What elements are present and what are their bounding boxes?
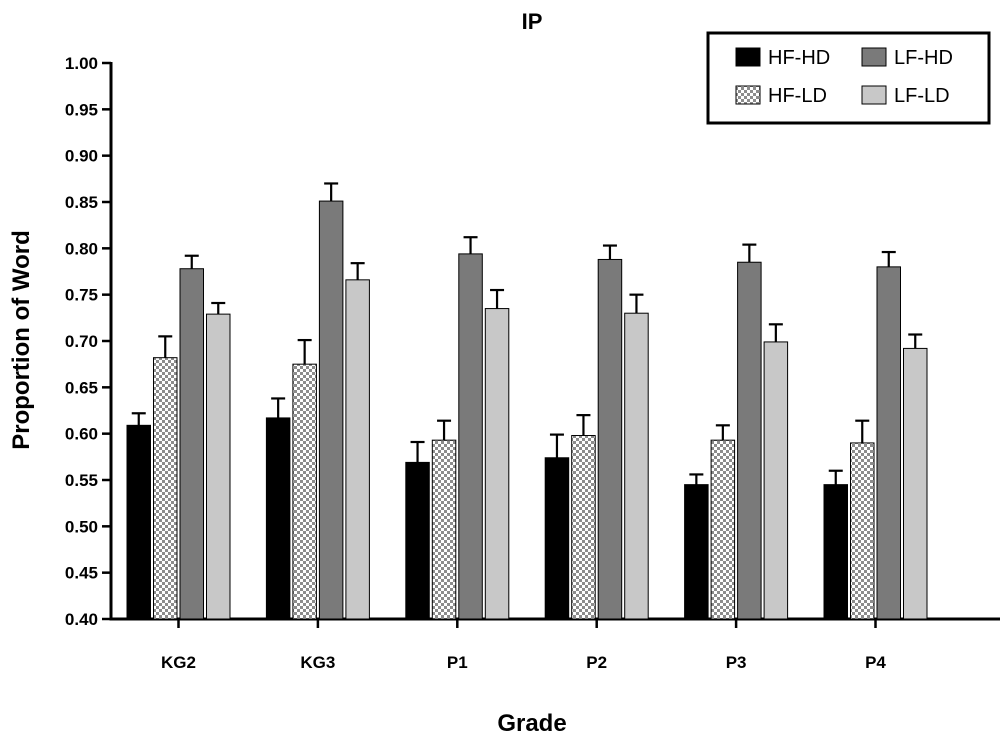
y-tick-label: 0.40	[65, 610, 98, 629]
legend-label: LF-HD	[894, 47, 953, 69]
y-tick-label: 0.80	[65, 239, 98, 258]
y-axis-title: Proportion of Word	[8, 230, 35, 450]
bar	[265, 417, 291, 620]
x-tick-label: P3	[726, 653, 747, 672]
legend-label: HF-HD	[768, 47, 830, 69]
x-tick-label: KG3	[300, 653, 335, 672]
bar	[544, 457, 570, 620]
x-axis-title: Grade	[497, 710, 566, 737]
legend-swatch	[735, 85, 761, 105]
chart-title: IP	[522, 9, 543, 34]
bar	[458, 253, 483, 620]
bar	[624, 312, 649, 620]
bar	[206, 313, 231, 620]
plot-area: 0.40 0.45 0.50 0.55 0.60 0.65 0.70 0.75 0.80 0.85…	[65, 54, 1000, 672]
x-tick-label: P4	[865, 653, 886, 672]
y-tick-label: 0.50	[65, 517, 98, 536]
bar	[431, 439, 457, 620]
y-tick-label: 1.00	[65, 54, 98, 73]
legend-label: LF-LD	[894, 85, 950, 107]
legend-swatch	[735, 47, 761, 67]
bar	[710, 439, 736, 620]
bar	[405, 461, 430, 620]
x-tick-label: P1	[447, 653, 468, 672]
legend-swatch	[861, 47, 887, 67]
y-tick-label: 0.70	[65, 332, 98, 351]
bar	[318, 200, 344, 620]
bar	[850, 442, 875, 620]
bar	[763, 341, 789, 620]
legend-swatch	[861, 85, 887, 105]
bar	[292, 363, 317, 620]
bar	[571, 435, 596, 620]
y-tick-label: 0.60	[65, 425, 98, 444]
y-tick-label: 0.85	[65, 193, 98, 212]
bar	[737, 261, 762, 620]
y-tick-label: 0.65	[65, 378, 98, 397]
bar	[484, 308, 510, 620]
y-tick-label: 0.90	[65, 147, 98, 166]
bar	[823, 484, 848, 620]
bar	[903, 347, 928, 620]
x-tick-label: KG2	[161, 653, 196, 672]
y-tick-label: 0.55	[65, 471, 98, 490]
bar	[597, 258, 623, 620]
legend: HF-HD LF-HD HF-LD LF-LD	[706, 31, 991, 125]
bar	[876, 266, 901, 620]
bar	[179, 268, 204, 620]
y-tick-label: 0.45	[65, 564, 98, 583]
y-tick-label: 0.75	[65, 286, 98, 305]
x-tick-label: P2	[586, 653, 607, 672]
legend-label: HF-LD	[768, 85, 827, 107]
y-tick-label: 0.95	[65, 100, 98, 119]
bar	[345, 279, 370, 620]
bar	[153, 357, 178, 620]
bar	[126, 424, 151, 620]
bar	[684, 484, 709, 620]
